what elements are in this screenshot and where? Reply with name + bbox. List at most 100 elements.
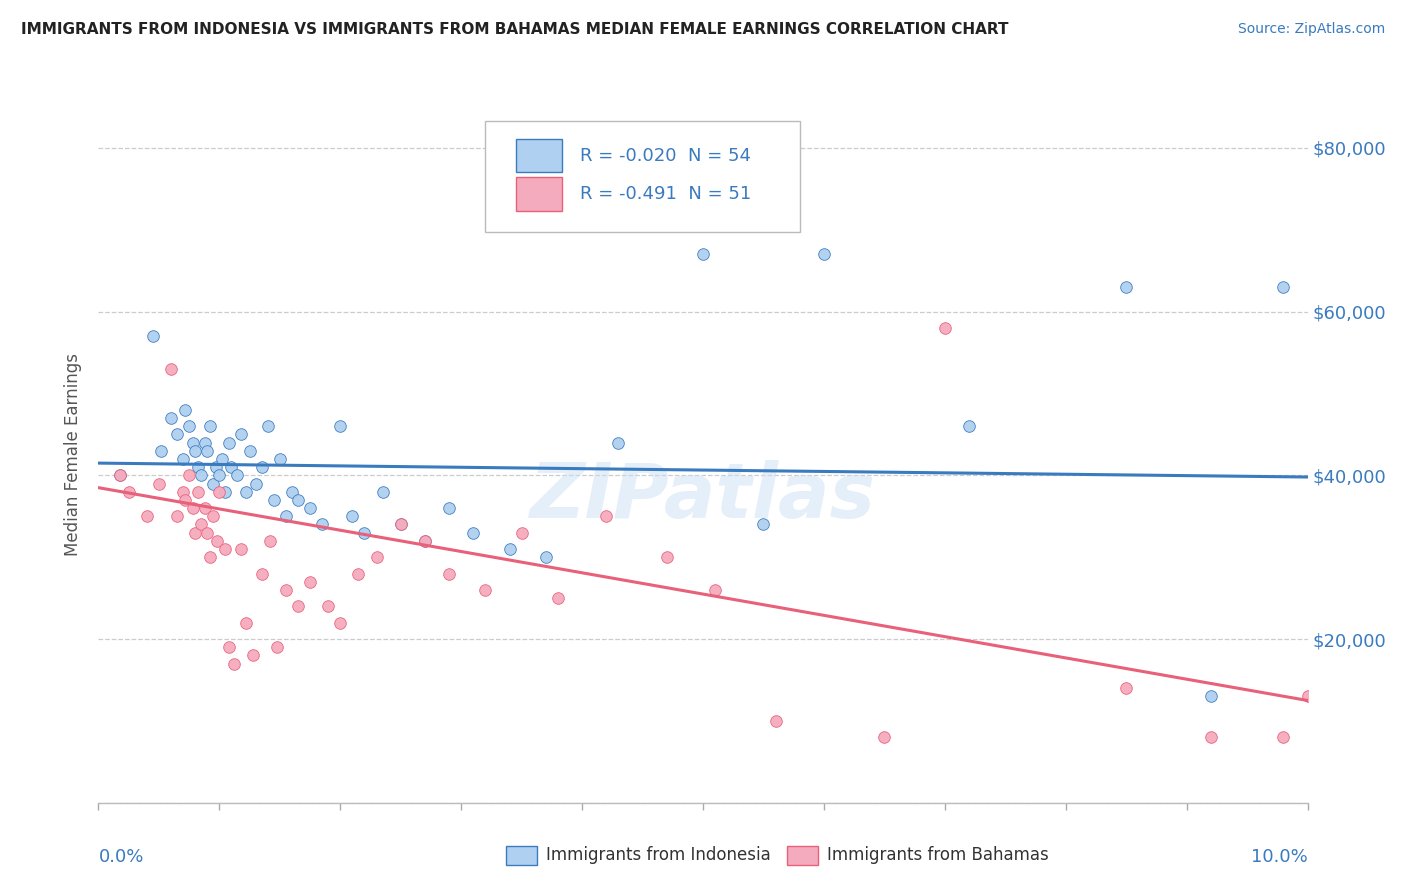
Point [184,525,207,540]
Point [655,550,678,565]
Point [765,714,787,728]
Point [194,501,217,516]
Point [211,452,233,467]
Point [235,484,257,499]
Point [160,362,183,376]
Point [957,419,980,434]
Point [190,517,212,532]
Point [607,435,630,450]
Point [195,525,218,540]
Point [329,419,352,434]
Point [250,460,273,475]
Point [287,492,309,507]
Point [266,640,288,655]
Point [250,566,273,581]
Point [194,435,217,450]
Point [229,427,252,442]
Point [353,525,375,540]
Point [692,247,714,261]
Point [389,517,412,532]
Point [148,476,170,491]
Point [172,484,194,499]
Point [208,484,231,499]
Point [389,517,412,532]
Point [1272,280,1295,294]
Point [437,501,460,516]
Point [181,435,204,450]
Text: 0.0%: 0.0% [98,847,143,866]
Point [371,484,394,499]
Point [108,468,131,483]
Y-axis label: Median Female Earnings: Median Female Earnings [65,353,83,557]
Point [142,329,165,343]
Text: R = -0.491  N = 51: R = -0.491 N = 51 [579,185,751,203]
Point [299,501,322,516]
Point [166,427,188,442]
Point [274,582,297,597]
Point [311,517,333,532]
Point [934,321,956,335]
Point [202,476,225,491]
Point [595,509,617,524]
Point [187,460,209,475]
Point [287,599,309,614]
Point [222,657,245,671]
Point [342,509,364,524]
Point [245,476,267,491]
Point [198,550,221,565]
Point [347,566,370,581]
Point [135,509,157,524]
Point [269,452,291,467]
Point [1199,690,1222,704]
Point [463,525,485,540]
Point [218,640,240,655]
Point [160,411,183,425]
Point [242,648,264,663]
Point [1115,280,1137,294]
Point [218,435,240,450]
Point [205,533,228,548]
Point [366,550,388,565]
Point [704,582,727,597]
Point [547,591,569,606]
Point [181,501,204,516]
Point [1115,681,1137,696]
Point [187,484,209,499]
Point [235,615,257,630]
Text: R = -0.020  N = 54: R = -0.020 N = 54 [579,147,751,165]
Point [226,468,249,483]
Point [1272,731,1295,745]
FancyBboxPatch shape [485,121,800,232]
Point [174,492,197,507]
Point [413,533,436,548]
Point [281,484,304,499]
Point [202,509,225,524]
Point [208,468,231,483]
Point [510,525,533,540]
FancyBboxPatch shape [516,139,561,172]
Point [166,509,188,524]
Point [214,484,236,499]
Point [195,443,218,458]
FancyBboxPatch shape [516,178,561,211]
Point [174,403,197,417]
Point [150,443,173,458]
Point [1199,731,1222,745]
Point [198,419,221,434]
Text: Immigrants from Indonesia: Immigrants from Indonesia [546,847,770,864]
Point [813,247,835,261]
Point [474,582,496,597]
Point [239,443,262,458]
Point [256,419,278,434]
Point [204,460,226,475]
Point [172,452,194,467]
Point [179,468,201,483]
Point [263,492,285,507]
Point [221,460,243,475]
Point [413,533,436,548]
Point [184,443,207,458]
Text: Immigrants from Bahamas: Immigrants from Bahamas [827,847,1049,864]
Point [214,542,236,557]
Point [190,468,212,483]
Point [259,533,281,548]
